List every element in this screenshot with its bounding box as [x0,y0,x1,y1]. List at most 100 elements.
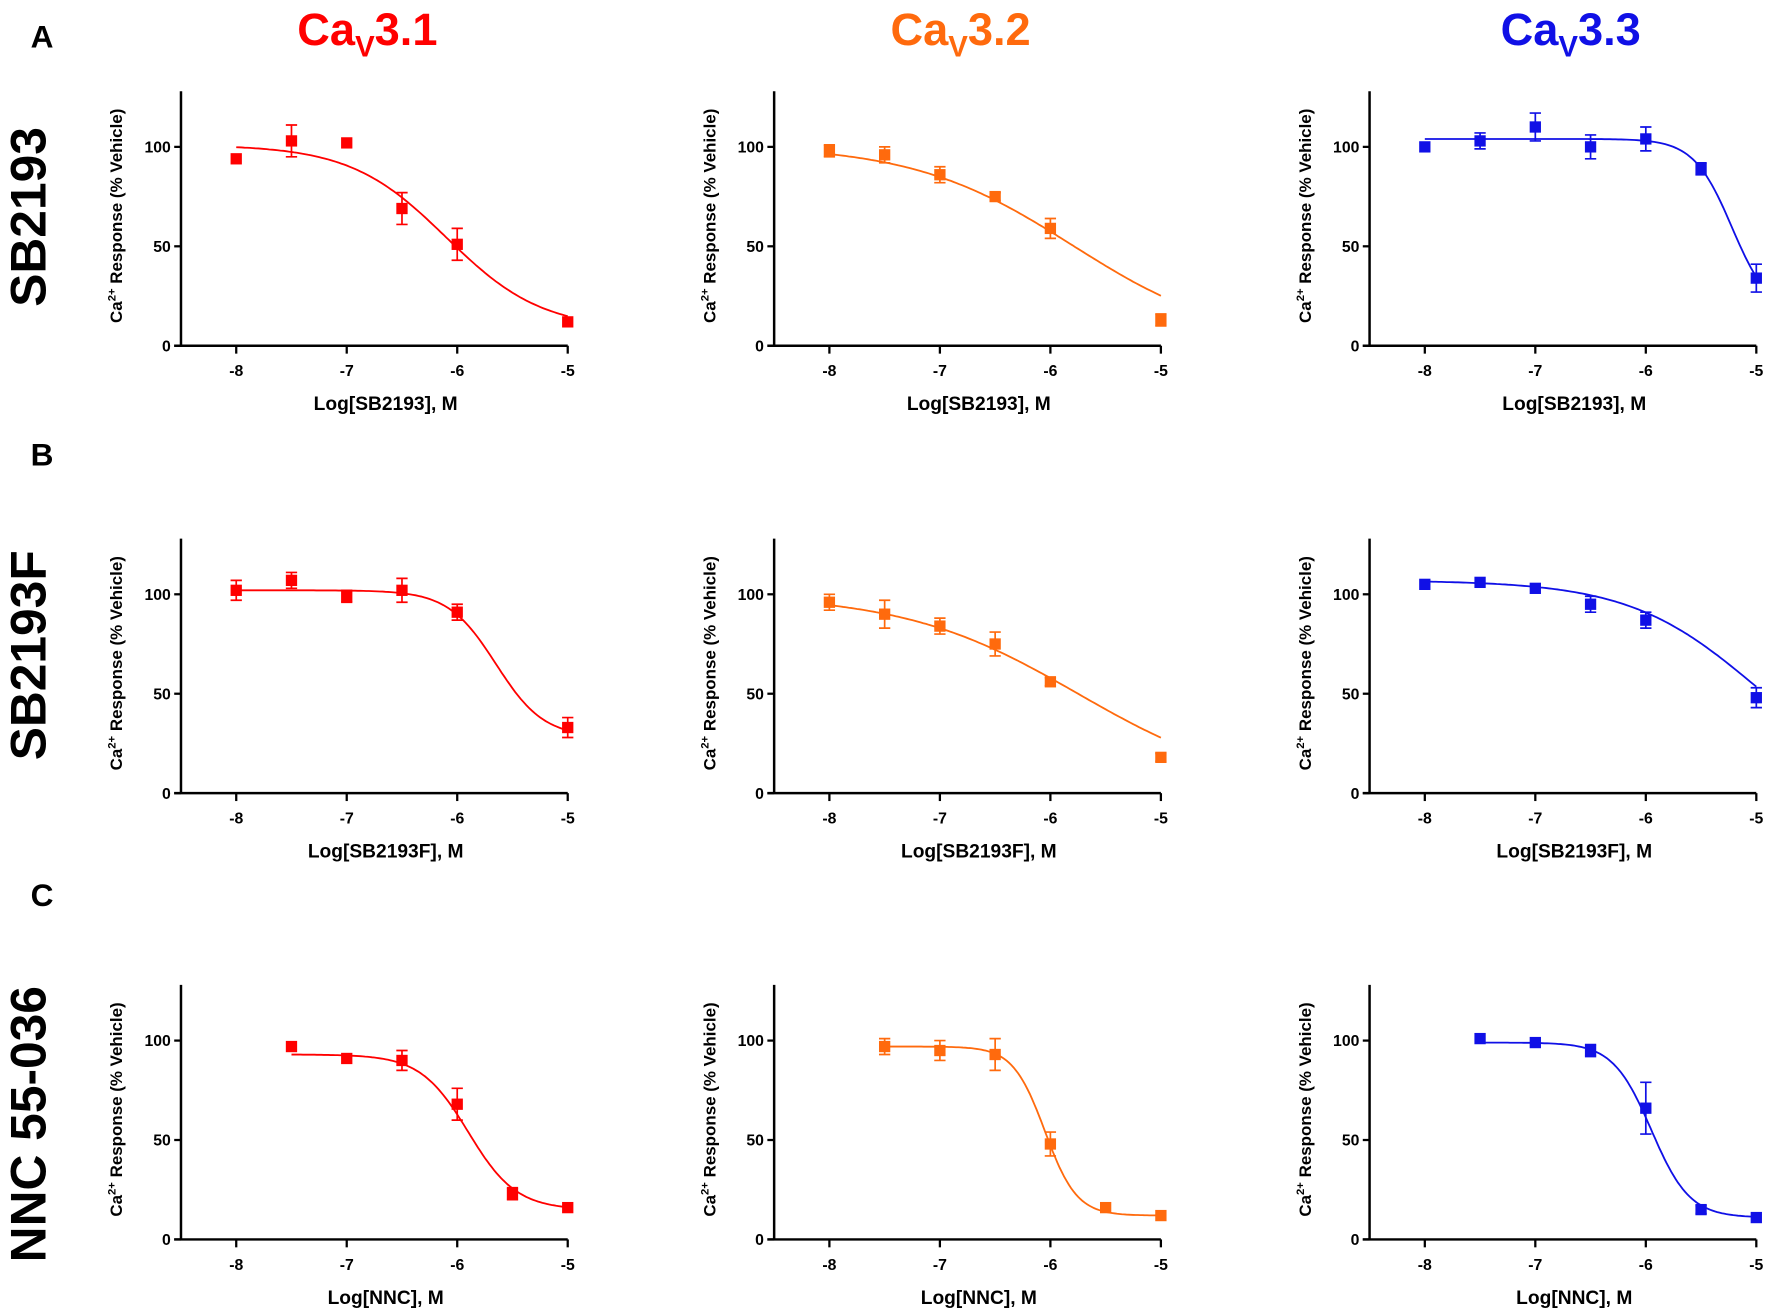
data-point [878,149,891,161]
column-title: CaV3.2 [890,4,1030,63]
data-point [1529,121,1541,133]
panel-A-Cav3.1: 0 50 100 -8 -7 -6 -5 Log[SB2193], M Ca2+ Respons… [106,91,575,415]
fit-curve [1424,138,1758,278]
data-point [1750,692,1762,704]
panel-B-Cav3.1: 0 50 100 -8 -7 -6 -5 Log[SB2193F], M Ca2+ Respon… [106,538,575,863]
y-axis-label: Ca2+ Response (% Vehicle) [106,556,126,770]
y-tick-label: 50 [1342,686,1360,703]
x-tick-label: -6 [450,363,464,380]
x-tick-label: -7 [340,811,354,828]
y-tick-label: 100 [738,1033,765,1050]
data-point [934,1044,946,1057]
x-tick-label: -5 [1154,1257,1168,1274]
y-tick-label: 50 [746,1133,764,1150]
x-axis-label: Log[SB2193F], M [1496,842,1652,863]
x-tick-label: -8 [1418,1257,1432,1274]
y-tick-label: 0 [1351,338,1360,355]
data-point [1155,751,1167,764]
data-point [1640,133,1652,145]
data-point [451,606,463,618]
data-point [506,1188,519,1200]
x-tick-label: -7 [340,363,354,380]
panel-B-Cav3.2: 0 50 100 -8 -7 -6 -5 Log[SB2193F], M Ca2+ Respon… [700,538,1168,863]
x-tick-label: -8 [229,811,243,828]
data-point [1584,141,1597,153]
y-tick-label: 0 [162,1232,171,1249]
panel-B-Cav3.3: 0 50 100 -8 -7 -6 -5 Log[SB2193F], M Ca2+ Respon… [1295,538,1764,863]
data-point [230,584,242,596]
data-point [562,721,574,734]
data-point [1584,1044,1597,1057]
x-tick-label: -7 [340,1257,354,1274]
column-title: CaV3.3 [1501,4,1641,63]
y-axis-label: Ca2+ Response (% Vehicle) [700,1002,720,1216]
data-point [1044,222,1057,235]
y-tick-label: 100 [144,140,171,157]
data-point [934,169,946,181]
x-axis-label: Log[SB2193], M [314,394,458,415]
data-point [1640,614,1652,626]
y-tick-label: 50 [153,239,171,256]
data-point [934,620,946,632]
data-point [1640,1102,1652,1114]
row-compound-label: NNC 55-036 [0,986,56,1262]
y-axis-label: Ca2+ Response (% Vehicle) [106,109,126,323]
y-axis-label: Ca2+ Response (% Vehicle) [700,556,720,770]
data-point [989,638,1001,650]
y-axis-label: Ca2+ Response (% Vehicle) [1295,556,1315,770]
panel-A-Cav3.3: 0 50 100 -8 -7 -6 -5 Log[SB2193], M Ca2+ Respons… [1295,91,1764,415]
data-point [1044,1138,1057,1150]
x-tick-label: -8 [822,811,836,828]
fit-curve [236,146,568,318]
x-tick-label: -5 [561,363,575,380]
x-tick-label: -7 [933,1257,947,1274]
panel-C-Cav3.2: 0 50 100 -8 -7 -6 -5 Log[NNC], M Ca2+ Response (… [700,984,1168,1309]
x-tick-label: -7 [1528,363,1542,380]
x-axis-label: Log[NNC], M [1516,1288,1632,1309]
row-compound-label: SB2193F [0,550,56,760]
x-tick-label: -5 [1749,811,1763,828]
data-point [989,1048,1001,1061]
data-point [285,135,298,147]
data-point [396,1054,408,1067]
x-tick-label: -5 [561,1257,575,1274]
y-axis-label: Ca2+ Response (% Vehicle) [1295,1002,1315,1216]
data-point [1529,1036,1541,1049]
data-point [396,584,408,596]
y-tick-label: 100 [1333,140,1360,157]
data-point [878,1040,891,1053]
x-axis-label: Log[NNC], M [921,1288,1037,1309]
data-point [1419,141,1431,153]
fit-curve [291,1053,568,1209]
data-point [1584,598,1597,610]
x-tick-label: -5 [561,811,575,828]
panel-letter: C [31,877,54,913]
fit-curve [236,589,568,732]
y-tick-label: 50 [746,239,764,256]
y-tick-label: 50 [1342,1133,1360,1150]
data-point [341,137,353,149]
x-tick-label: -8 [822,363,836,380]
panel-letter: B [31,436,54,472]
x-axis-label: Log[SB2193F], M [901,842,1057,863]
data-point [1155,1209,1167,1222]
x-tick-label: -6 [450,1257,464,1274]
y-tick-label: 50 [153,1133,171,1150]
x-tick-label: -8 [229,363,243,380]
x-tick-label: -6 [450,811,464,828]
data-point [823,596,836,608]
y-tick-label: 50 [746,686,764,703]
row-compound-label: SB2193 [0,127,56,307]
data-point [396,202,408,215]
y-axis-label: Ca2+ Response (% Vehicle) [1295,109,1315,323]
x-tick-label: -5 [1749,1257,1763,1274]
x-axis-label: Log[NNC], M [328,1288,444,1309]
data-point [1155,314,1167,326]
x-axis-label: Log[SB2193F], M [308,842,464,863]
data-point [1419,578,1431,591]
x-tick-label: -7 [1528,1257,1542,1274]
x-axis-label: Log[SB2193], M [907,394,1051,415]
x-tick-label: -6 [1639,363,1653,380]
y-tick-label: 100 [738,140,765,157]
x-tick-label: -5 [1154,811,1168,828]
